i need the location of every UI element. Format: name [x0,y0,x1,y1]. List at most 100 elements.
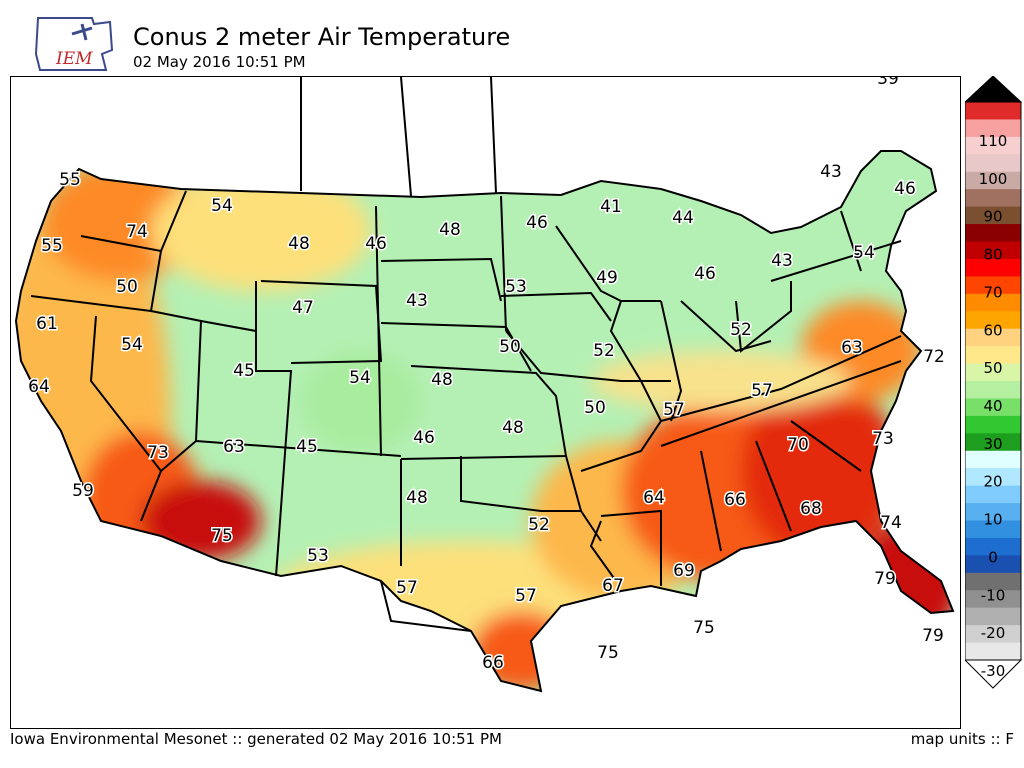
legend-tick-label: 80 [983,246,1002,264]
map-value: 55 [41,236,63,256]
temperature-map: 55 74 54 55 50 48 46 48 46 41 44 43 46 6… [10,76,961,729]
legend-band [965,224,1021,242]
map-value: 50 [584,398,606,418]
map-value: 55 [59,170,81,190]
map-value: 47 [292,298,314,318]
map-value: 45 [233,361,255,381]
map-value: 44 [672,208,694,228]
map-value: 49 [596,268,618,288]
map-value: 48 [502,418,524,438]
legend-band [965,485,1021,504]
legend-band [965,433,1021,452]
legend-tick-label: 100 [979,170,1008,188]
map-value: 73 [872,429,894,449]
map-title: Conus 2 meter Air Temperature [133,23,511,51]
legend-band [965,293,1021,312]
legend-band [965,415,1021,434]
legend-band [965,102,1021,120]
legend-band [965,468,1021,487]
map-value: 43 [771,251,793,271]
legend-band [965,607,1021,626]
legend-band [965,258,1021,277]
map-value: 46 [894,179,916,199]
map-value: 73 [147,443,169,463]
map-value: 54 [853,243,875,263]
legend-band [965,398,1021,417]
legend-band [965,328,1021,347]
map-values: 55 74 54 55 50 48 46 48 46 41 44 43 46 6… [27,77,947,675]
map-value: 57 [396,578,418,598]
map-value: 79 [922,626,944,646]
map-value: 59 [72,481,94,501]
map-value: 57 [515,586,537,606]
map-value: 50 [116,277,138,297]
legend-tick-label: 70 [983,283,1002,301]
legend-tick-label: -10 [981,586,1006,604]
map-value: 63 [841,338,863,358]
legend-band [965,572,1021,591]
map-value: 74 [126,222,148,242]
map-value: 53 [505,277,527,297]
map-value: 46 [526,213,548,233]
map-value: 54 [211,196,233,216]
map-value: 74 [880,513,902,533]
map-value: 52 [730,320,752,340]
map-value: 75 [693,618,715,638]
map-value: 46 [694,264,716,284]
legend-tick-label: 90 [983,208,1002,226]
map-value: 70 [787,435,809,455]
logo-text: IEM [55,49,93,69]
map-value: 43 [406,291,428,311]
map-value: 57 [663,400,685,420]
legend-band [965,119,1021,138]
iem-logo: IEM [34,17,114,71]
legend-band [965,346,1021,365]
map-value: 48 [439,220,461,240]
map-value: 79 [874,569,896,589]
map-timestamp: 02 May 2016 10:51 PM [133,53,306,71]
map-value: 48 [431,370,453,390]
legend-band [965,555,1021,574]
legend-band [965,503,1021,521]
state-borders [14,77,955,693]
legend-tick-label: 0 [988,548,998,566]
legend-band [965,171,1021,190]
map-value: 46 [365,234,387,254]
map-value: 75 [597,643,619,663]
footer-source: Iowa Environmental Mesonet :: generated … [10,730,502,748]
map-value: 45 [296,437,318,457]
legend-band [965,276,1021,295]
map-value: 48 [288,234,310,254]
map-value: 52 [528,515,550,535]
map-value: 46 [413,428,435,448]
map-value: 67 [602,576,624,596]
legend-band [965,520,1021,539]
legend-band [965,154,1021,173]
legend-tick-label: -30 [981,662,1006,680]
map-value: 61 [36,314,58,334]
legend-tick-label: 20 [983,473,1002,491]
map-value: 43 [820,162,842,182]
footer-units: map units :: F [910,730,1014,748]
map-value: 72 [923,347,945,367]
legend-band [965,206,1021,225]
legend-band [965,537,1021,556]
legend-band [965,136,1021,155]
legend-band [965,241,1021,260]
map-value: 57 [751,381,773,401]
map-value: 66 [482,653,504,673]
map-value: 54 [349,368,371,388]
legend-tick-label: -20 [981,624,1006,642]
map-value: 52 [593,341,615,361]
legend-band [965,189,1021,208]
map-value: 48 [406,488,428,508]
map-value: 64 [643,488,665,508]
legend-band [965,450,1021,469]
map-value: 54 [121,335,143,355]
map-value: 64 [28,377,50,397]
map-value: 75 [211,526,233,546]
map-value: 66 [724,490,746,510]
legend-band [965,381,1021,399]
legend-band [965,642,1021,661]
